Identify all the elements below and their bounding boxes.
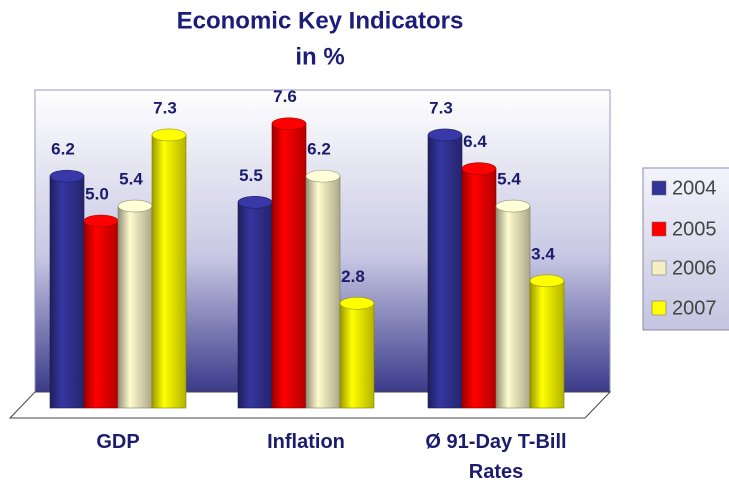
bar [339,302,375,409]
bar-top [83,214,119,228]
legend-label: 2005 [672,218,717,240]
legend-swatch [651,221,667,237]
bar-top [495,199,531,213]
data-label: 6.2 [51,140,75,159]
data-label: 5.0 [85,184,109,203]
bar [427,134,463,409]
bar-top [151,128,187,142]
bar-top [461,162,497,175]
bar-top [49,169,85,183]
bar [151,134,187,409]
data-label: 7.6 [273,87,297,106]
data-label: 3.4 [531,244,555,263]
bar-top [237,196,273,209]
data-label: 6.4 [463,132,487,151]
bar [305,175,341,409]
bar-top [117,199,153,213]
bar [49,175,85,409]
legend-label: 2004 [672,177,717,199]
bar-top [339,296,375,310]
bar [271,123,307,409]
legend-swatch [651,180,667,196]
x-tick-label: Ø 91-Day T-Bill Rates [425,431,567,482]
legend-swatch [651,260,667,276]
bar [237,202,273,409]
bar [461,168,497,409]
legend-label: 2006 [672,257,717,279]
bar-top [529,274,565,288]
data-label: 5.5 [239,166,263,185]
bar-top [427,128,463,142]
data-label: 5.4 [497,170,521,189]
bar [529,280,565,409]
data-label: 2.8 [341,267,365,286]
data-label: 7.3 [153,98,177,117]
data-label: 7.3 [429,98,453,117]
legend-label: 2007 [672,297,717,319]
chart-title: Economic Key Indicators [177,7,464,34]
data-label: 5.4 [119,170,143,189]
data-label: 6.2 [307,140,331,159]
bar [495,205,531,409]
bar-top [271,117,307,131]
bar-top [305,169,341,183]
legend-swatch [651,300,667,316]
bar [117,205,153,409]
bar [83,220,119,409]
x-tick-label: GDP [96,431,140,453]
chart-subtitle: in % [295,43,344,70]
x-tick-label: Inflation [267,431,345,453]
